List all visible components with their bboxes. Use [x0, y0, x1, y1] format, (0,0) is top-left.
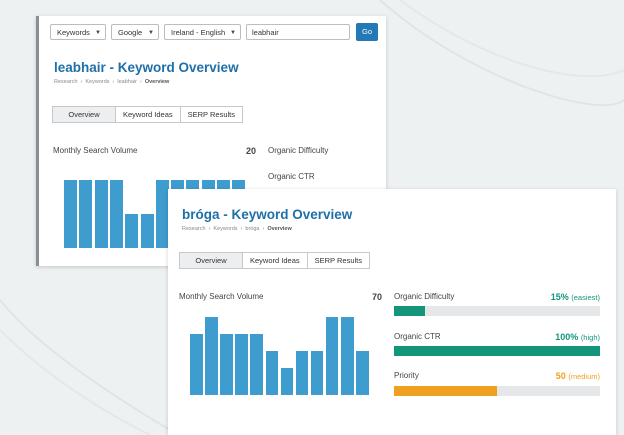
- tab-overview[interactable]: Overview: [180, 253, 243, 268]
- ctr-percent: 100%: [555, 332, 579, 342]
- priority-progress-fill: [394, 386, 497, 396]
- difficulty-note: (easiest): [571, 293, 600, 302]
- volume-bar: [325, 317, 339, 395]
- tab-keyword-ideas[interactable]: Keyword Ideas: [116, 107, 181, 122]
- difficulty-progress: [394, 306, 600, 316]
- volume-chart: [190, 317, 374, 395]
- tab-keyword-ideas[interactable]: Keyword Ideas: [243, 253, 308, 268]
- volume-bar: [280, 368, 294, 395]
- ctr-progress-fill: [394, 346, 600, 356]
- difficulty-percent: 15%: [550, 292, 569, 302]
- chevron-down-icon: ▼: [148, 30, 154, 36]
- volume-bar: [295, 351, 309, 395]
- page-title: leabhair - Keyword Overview: [54, 60, 239, 75]
- volume-bar: [205, 317, 218, 395]
- breadcrumb-current: Overview: [144, 79, 170, 85]
- breadcrumb-research[interactable]: Research: [54, 79, 78, 85]
- difficulty-value: 15% (easiest): [551, 292, 600, 302]
- difficulty-label: Organic Difficulty: [394, 292, 455, 301]
- breadcrumb-keyword[interactable]: leabhair: [117, 79, 137, 85]
- breadcrumb-research[interactable]: Research: [182, 226, 206, 232]
- ctr-progress: [394, 346, 600, 356]
- volume-bar: [155, 180, 169, 248]
- page-title: bróga - Keyword Overview: [182, 207, 353, 222]
- breadcrumb-keywords[interactable]: Keywords: [85, 79, 110, 85]
- engine-select-value: Google: [118, 28, 143, 37]
- volume-bar: [140, 214, 154, 248]
- keyword-overview-panel-leabhair: Keywords ▼ Google ▼ Ireland - English ▼ …: [36, 16, 386, 266]
- priority-value: 50 (medium): [556, 371, 600, 381]
- tab-serp-results[interactable]: SERP Results: [307, 253, 370, 268]
- volume-bar: [125, 214, 139, 248]
- tab-serp-results[interactable]: SERP Results: [180, 107, 243, 122]
- volume-bar: [220, 334, 233, 395]
- go-button[interactable]: Go: [356, 23, 378, 41]
- volume-label: Monthly Search Volume: [53, 146, 138, 155]
- ctr-label: Organic CTR: [394, 332, 441, 341]
- priority-number: 50: [555, 371, 566, 381]
- volume-bar: [94, 180, 108, 248]
- volume-bar: [79, 180, 93, 248]
- volume-label: Monthly Search Volume: [179, 292, 264, 301]
- volume-bar: [341, 317, 354, 395]
- volume-value: 20: [246, 146, 257, 156]
- volume-bar: [356, 351, 369, 395]
- view-tabs: Overview Keyword Ideas SERP Results: [179, 252, 371, 269]
- breadcrumb-current: Overview: [267, 226, 292, 232]
- ctr-value: 100% (high): [555, 332, 600, 342]
- ctr-note: (high): [580, 333, 600, 342]
- engine-select[interactable]: Google ▼: [111, 24, 159, 40]
- volume-bar: [109, 180, 123, 248]
- difficulty-label: Organic Difficulty: [268, 146, 329, 155]
- chevron-down-icon: ▼: [95, 30, 101, 36]
- priority-progress: [394, 386, 600, 396]
- view-tabs: Overview Keyword Ideas SERP Results: [52, 106, 244, 123]
- keyword-input[interactable]: leabhair: [246, 24, 350, 40]
- volume-bar: [310, 351, 324, 395]
- breadcrumb: Research › Keywords › bróga › Overview: [182, 226, 292, 232]
- volume-bar: [190, 334, 203, 395]
- priority-label: Priority: [394, 371, 419, 380]
- breadcrumb-keyword[interactable]: bróga: [245, 226, 260, 232]
- tab-overview[interactable]: Overview: [53, 107, 116, 122]
- locale-select-value: Ireland - English: [171, 28, 226, 37]
- priority-note: (medium): [568, 372, 600, 381]
- keyword-overview-panel-broga: bróga - Keyword Overview Research › Keywor…: [168, 189, 616, 435]
- type-select-value: Keywords: [57, 28, 90, 37]
- breadcrumb-keywords[interactable]: Keywords: [213, 226, 238, 232]
- volume-value: 70: [372, 292, 383, 302]
- breadcrumb: Research › Keywords › leabhair › Overview: [54, 79, 170, 85]
- locale-select[interactable]: Ireland - English ▼: [164, 24, 241, 40]
- volume-bar: [235, 334, 248, 395]
- volume-bar: [265, 351, 278, 395]
- chevron-down-icon: ▼: [230, 30, 236, 36]
- ctr-label: Organic CTR: [268, 172, 315, 181]
- difficulty-progress-fill: [394, 306, 425, 316]
- type-select[interactable]: Keywords ▼: [50, 24, 106, 40]
- volume-bar: [64, 180, 77, 248]
- volume-bar: [250, 334, 263, 395]
